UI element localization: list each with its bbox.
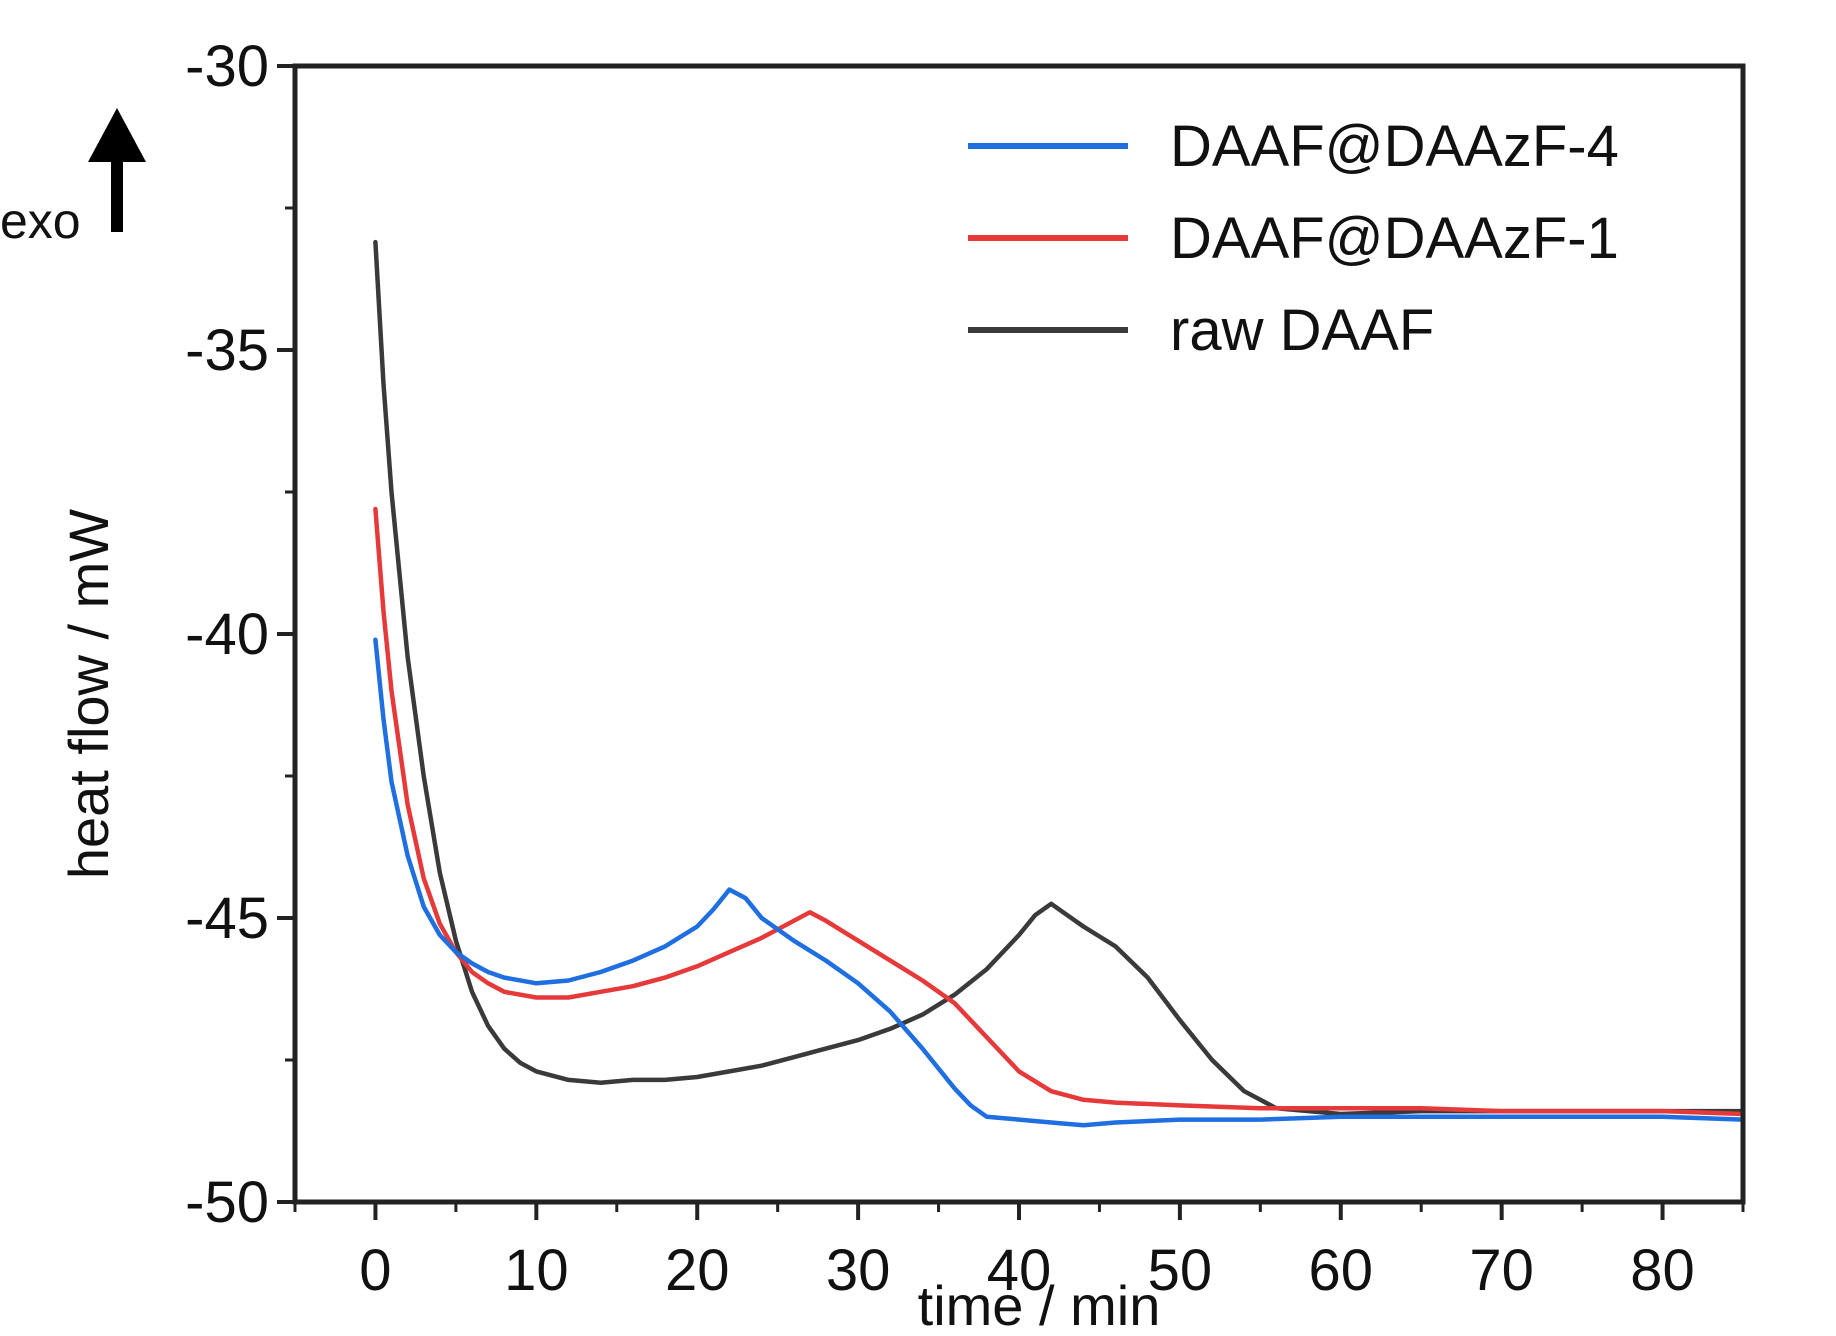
y-tick-label: -50 xyxy=(185,1170,269,1235)
y-tick-label: -45 xyxy=(185,886,269,951)
y-axis-label: heat flow / mW xyxy=(57,509,120,879)
x-tick-label: 10 xyxy=(504,1238,569,1303)
x-tick-label: 20 xyxy=(665,1238,730,1303)
legend-label-raw-daaf: raw DAAF xyxy=(1170,298,1434,363)
x-tick-label: 30 xyxy=(826,1238,891,1303)
exo-label: exo xyxy=(0,193,81,249)
series-layer xyxy=(373,239,1746,1128)
series-line-raw-daaf xyxy=(373,239,1746,1117)
series-line-daaf-daazf-4 xyxy=(373,637,1746,1128)
x-tick-label: 70 xyxy=(1469,1238,1534,1303)
x-tick-label: 80 xyxy=(1630,1238,1695,1303)
up-arrow-icon xyxy=(88,108,146,232)
axis-ticks xyxy=(277,64,1745,1220)
exo-annotation: exo xyxy=(0,108,146,249)
x-tick-label: 0 xyxy=(359,1238,391,1303)
legend: DAAF@DAAzF-4 DAAF@DAAzF-1 raw DAAF xyxy=(968,114,1619,363)
series-line-daaf-daazf-1 xyxy=(373,506,1746,1117)
legend-label-daaf-daazf-4: DAAF@DAAzF-4 xyxy=(1170,114,1619,179)
x-axis-label: time / min xyxy=(918,1274,1161,1336)
x-tick-label: 40 xyxy=(987,1238,1052,1303)
y-tick-label: -40 xyxy=(185,602,269,667)
tick-labels: 0 10 20 30 40 50 60 70 80 -30 -35 -40 -45 -50 xyxy=(185,34,1695,1303)
y-tick-label: -30 xyxy=(185,34,269,99)
x-tick-label: 60 xyxy=(1309,1238,1374,1303)
x-tick-label: 50 xyxy=(1148,1238,1213,1303)
legend-label-daaf-daazf-1: DAAF@DAAzF-1 xyxy=(1170,206,1619,271)
y-tick-label: -35 xyxy=(185,318,269,383)
